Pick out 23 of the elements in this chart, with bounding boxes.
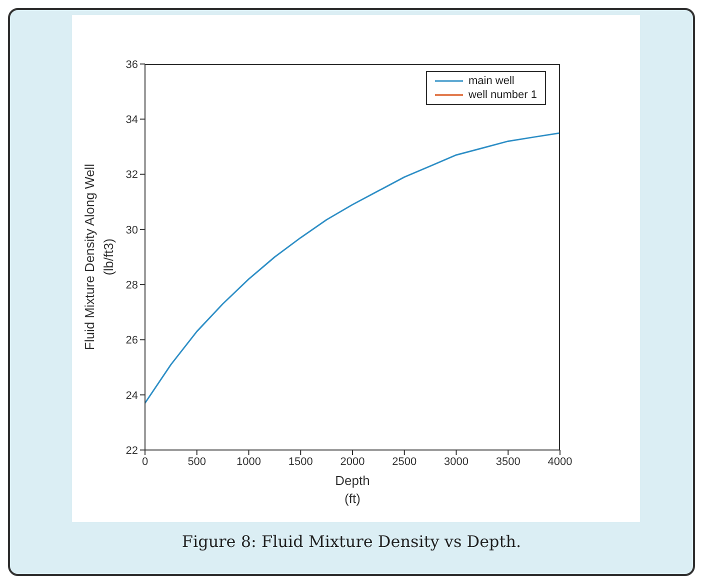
legend-label: well number 1 <box>468 88 537 102</box>
y-tick-label: 30 <box>126 224 138 236</box>
x-tick-label: 4000 <box>548 456 572 468</box>
caption: Figure 8: Fluid Mixture Density vs Depth. <box>180 532 522 551</box>
y-tick-label: 32 <box>126 169 138 182</box>
x-tick-label: 1000 <box>236 456 261 468</box>
y-tick-label: 36 <box>126 58 138 71</box>
y-axis-title: Fluid Mixture Density Along Well (lb/ft3) <box>81 164 117 350</box>
y-tick-label: 28 <box>126 279 138 292</box>
x-tick-label: 500 <box>188 456 206 468</box>
line-series <box>145 132 560 404</box>
x-tick-label: 2500 <box>392 456 417 468</box>
legend-label: main well <box>468 74 514 88</box>
x-tick-label: 1500 <box>288 456 313 468</box>
x-tick-label: 2000 <box>340 456 365 468</box>
x-axis-title: Depth (ft) <box>334 472 371 508</box>
y-tick-label: 22 <box>126 444 138 457</box>
x-tick-label: 0 <box>142 456 148 468</box>
x-tick-label: 3500 <box>496 456 520 468</box>
x-tick-label: 3000 <box>444 456 468 468</box>
y-tick-label: 34 <box>126 114 138 126</box>
y-tick-label: 26 <box>126 334 138 347</box>
y-tick-label: 24 <box>126 390 138 402</box>
